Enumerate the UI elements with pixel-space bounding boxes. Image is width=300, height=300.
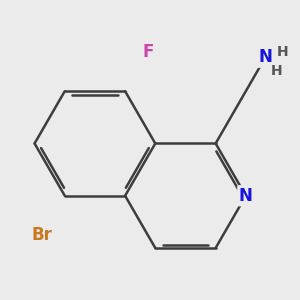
Text: H: H bbox=[271, 64, 282, 77]
Text: N: N bbox=[259, 48, 272, 66]
Text: H: H bbox=[277, 45, 288, 59]
Text: F: F bbox=[142, 43, 153, 61]
Text: Br: Br bbox=[32, 226, 52, 244]
Text: N: N bbox=[239, 187, 253, 205]
